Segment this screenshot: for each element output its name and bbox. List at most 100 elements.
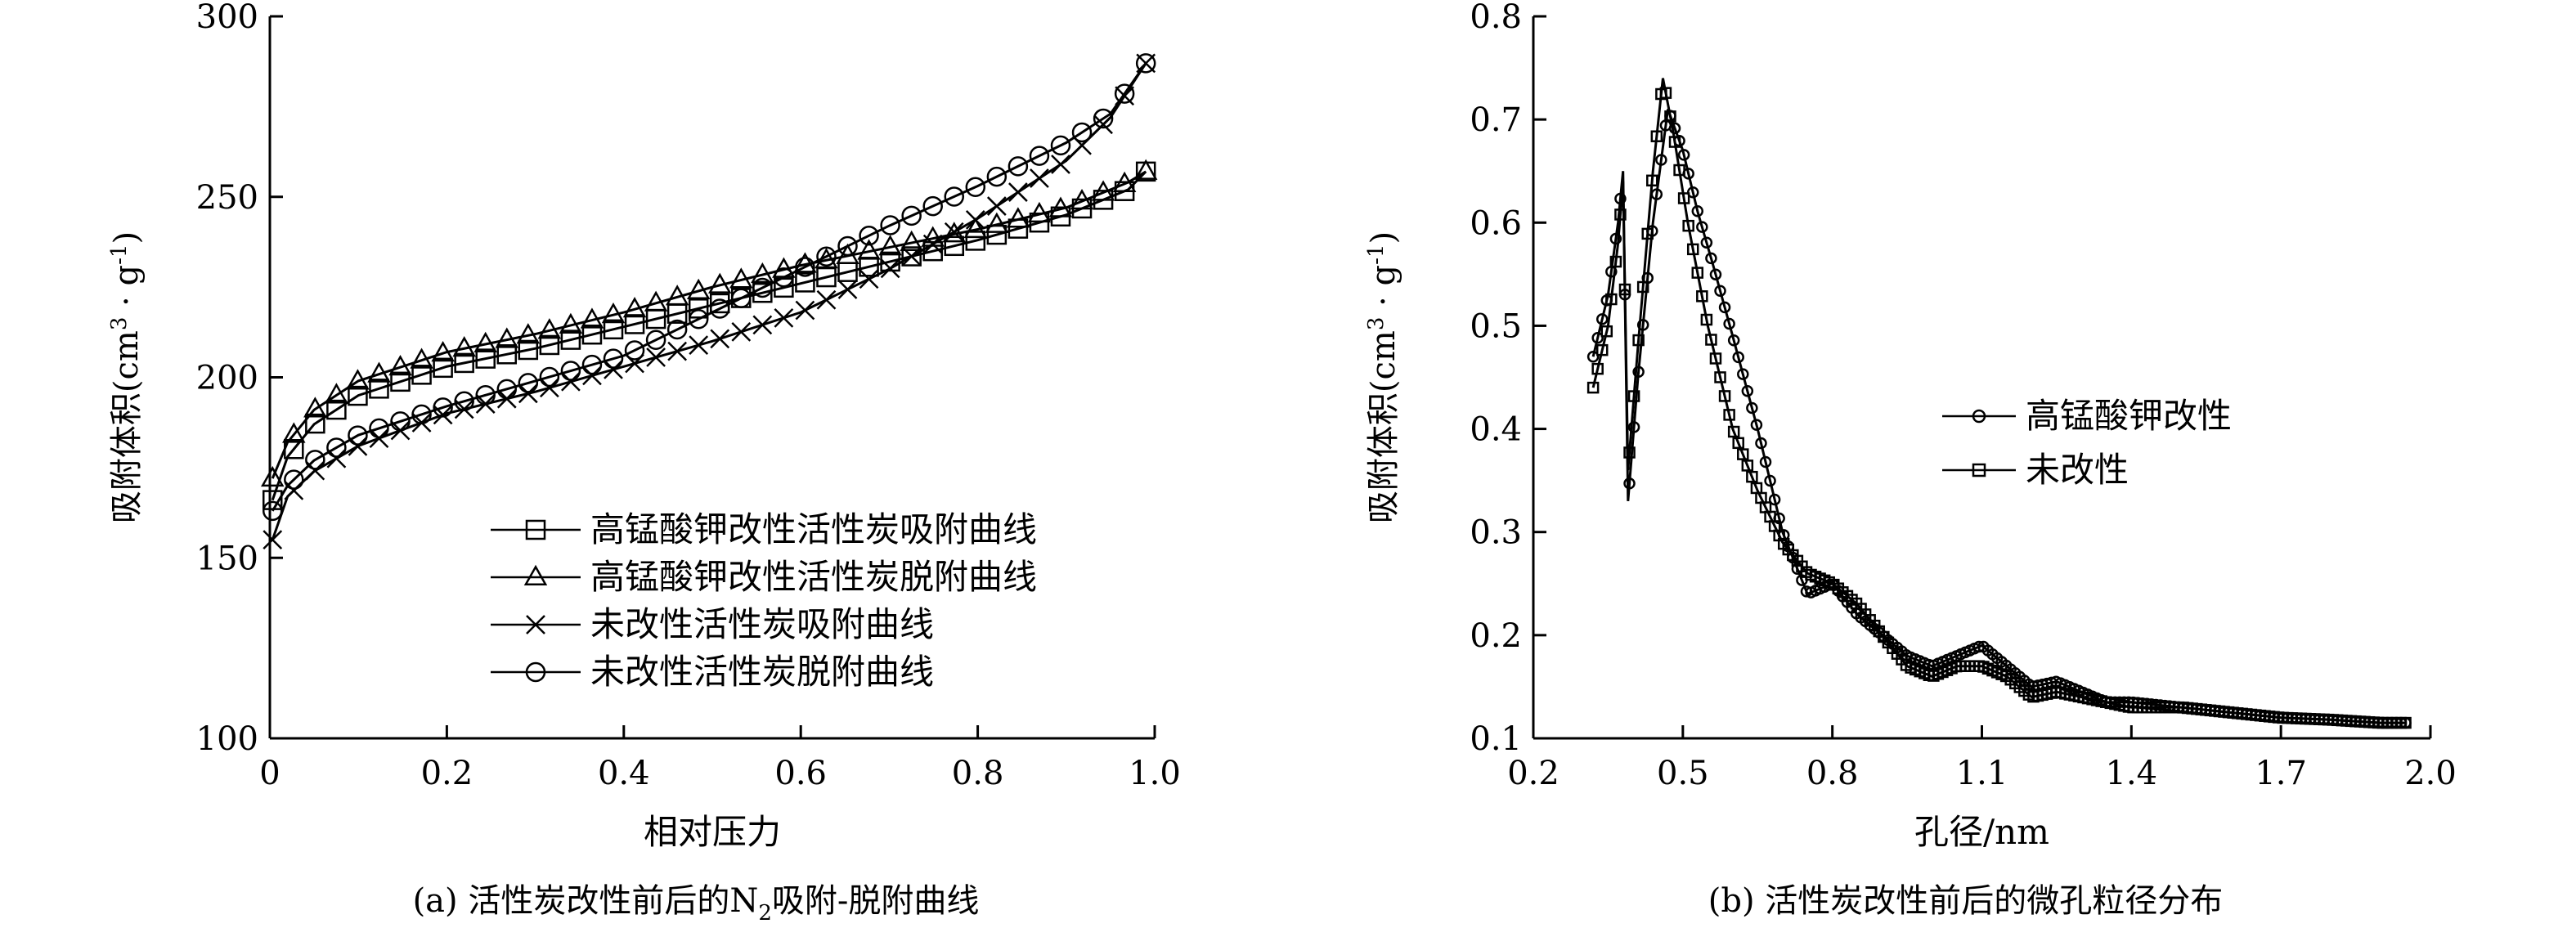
data-point	[284, 469, 304, 490]
data-point	[1764, 474, 1776, 487]
data-point	[1093, 108, 1114, 129]
legend-label: 高锰酸钾改性活性炭吸附曲线	[590, 509, 1037, 549]
data-point	[454, 391, 474, 411]
data-point	[1006, 207, 1030, 228]
data-point	[816, 289, 837, 310]
data-point	[1609, 232, 1622, 245]
data-point	[1048, 196, 1073, 217]
data-point	[1029, 146, 1050, 166]
x-tick-label: 0.2	[421, 755, 473, 792]
data-point	[859, 269, 879, 289]
data-point	[1700, 236, 1713, 249]
data-point	[369, 418, 389, 439]
data-point	[880, 215, 900, 235]
data-point	[560, 330, 581, 350]
series-circle	[1586, 109, 2412, 729]
data-point	[1008, 182, 1028, 202]
data-point	[1609, 255, 1622, 268]
data-point	[667, 341, 688, 361]
data-point	[986, 166, 1008, 187]
data-point	[646, 347, 666, 367]
y-tick-label: 0.7	[1470, 101, 1522, 139]
data-point	[644, 290, 668, 312]
data-point	[1696, 221, 1708, 233]
data-point	[1691, 267, 1704, 279]
data-point	[1664, 110, 1676, 123]
data-point	[624, 340, 645, 361]
legend-label: 未改性活性炭吸附曲线	[590, 604, 934, 644]
x-tick-label: 0.8	[1806, 755, 1859, 792]
data-point	[709, 298, 730, 319]
legend-marker	[525, 519, 546, 540]
data-point	[1618, 283, 1631, 296]
data-point	[1682, 219, 1694, 232]
data-point	[1586, 351, 1600, 363]
x-tick-label: 0.2	[1507, 755, 1560, 792]
data-point	[305, 450, 325, 470]
data-point	[1071, 122, 1093, 143]
data-point	[1718, 390, 1731, 402]
y-tick-label: 0.6	[1470, 204, 1522, 242]
legend-marker	[525, 661, 546, 683]
legend-marker	[1972, 463, 1986, 477]
x-axis-title: 孔径/nm	[1914, 812, 2049, 852]
legend-label: 未改性活性炭脱附曲线	[590, 652, 934, 692]
data-point	[837, 280, 858, 299]
data-point	[580, 307, 604, 329]
data-point	[1027, 201, 1052, 223]
data-point	[475, 385, 496, 406]
data-point	[774, 267, 794, 288]
data-point	[645, 330, 666, 351]
data-point	[604, 360, 623, 379]
data-point	[1600, 325, 1613, 338]
series-line	[271, 170, 1147, 479]
data-point	[1686, 243, 1699, 256]
legend-marker	[523, 564, 548, 586]
data-point	[922, 234, 943, 254]
data-point	[367, 361, 391, 383]
data-point	[346, 369, 370, 390]
data-point	[707, 272, 732, 294]
data-point	[1750, 419, 1763, 431]
data-point	[751, 262, 774, 284]
data-point	[1677, 149, 1690, 161]
data-point	[325, 383, 348, 404]
data-point	[1691, 205, 1704, 217]
data-point	[1714, 285, 1726, 298]
data-point	[689, 335, 709, 356]
data-point	[560, 361, 581, 381]
data-point	[752, 315, 773, 335]
data-point	[901, 246, 922, 267]
data-point	[665, 285, 689, 306]
data-point	[475, 348, 496, 369]
series-square	[1586, 78, 2412, 729]
series-triangle	[261, 159, 1158, 487]
data-point	[880, 251, 900, 272]
legend-label: 高锰酸钾改性活性炭脱附曲线	[590, 557, 1037, 597]
y-tick-label: 150	[196, 540, 258, 577]
data-point	[603, 348, 624, 369]
data-point	[1668, 122, 1681, 135]
data-point	[1709, 352, 1722, 365]
y-tick-label: 250	[196, 179, 258, 217]
data-point	[922, 195, 943, 217]
data-point	[496, 344, 518, 365]
data-point	[581, 324, 603, 345]
data-point	[857, 239, 881, 260]
panel-caption: (b) 活性炭改性前后的微孔粒径分布	[1708, 882, 2224, 920]
data-point	[348, 425, 368, 446]
data-point	[518, 383, 538, 404]
data-point	[965, 231, 986, 251]
data-point	[944, 186, 965, 207]
data-point	[752, 277, 773, 298]
data-point	[1709, 268, 1722, 280]
data-point	[774, 307, 794, 328]
data-point	[1714, 371, 1726, 383]
data-point	[1655, 154, 1667, 166]
data-point	[539, 366, 560, 388]
data-point	[986, 196, 1007, 216]
data-point	[1114, 83, 1135, 104]
data-point	[262, 500, 283, 522]
data-point	[581, 354, 603, 375]
data-point	[1135, 53, 1156, 74]
